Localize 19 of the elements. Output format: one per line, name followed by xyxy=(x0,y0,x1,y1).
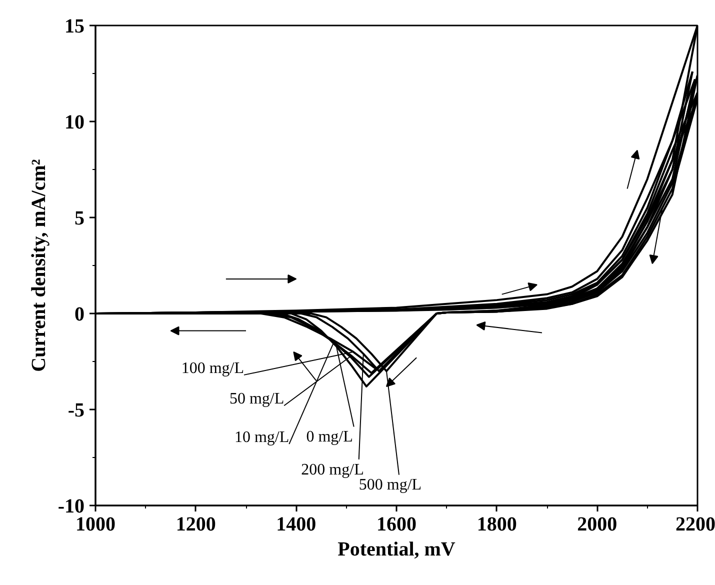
x-axis-title: Potential, mV xyxy=(338,538,456,560)
x-tick-label: 2000 xyxy=(577,514,618,536)
x-tick-label: 1600 xyxy=(376,514,416,536)
y-axis-title: Current density, mA/cm² xyxy=(28,159,50,372)
x-tick-label: 1200 xyxy=(176,514,216,536)
y-tick-label: 15 xyxy=(64,16,84,38)
text: 50 mg/L xyxy=(229,390,284,408)
y-tick-label: 10 xyxy=(64,112,84,134)
text: 0 mg/L xyxy=(306,428,353,446)
x-tick-label: 2200 xyxy=(676,514,715,536)
y-tick-label: 0 xyxy=(74,304,84,326)
text: 500 mg/L xyxy=(358,476,422,494)
x-tick-label: 1800 xyxy=(476,514,517,536)
text: 100 mg/L xyxy=(181,360,244,377)
y-tick-label: 5 xyxy=(74,208,84,230)
text: 200 mg/L xyxy=(301,461,364,478)
text: 10 mg/L xyxy=(234,428,290,446)
y-tick-label: -5 xyxy=(68,400,85,422)
x-tick-label: 1400 xyxy=(276,514,316,536)
